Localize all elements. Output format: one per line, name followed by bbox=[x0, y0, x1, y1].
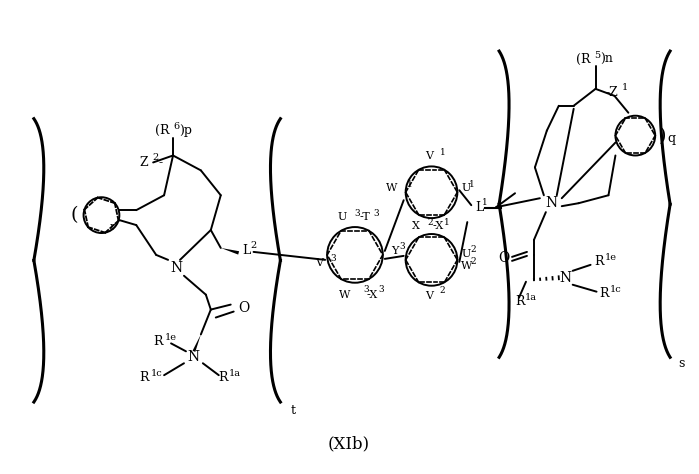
Text: 1: 1 bbox=[482, 198, 488, 207]
Text: -Z: -Z bbox=[605, 86, 618, 100]
Text: V: V bbox=[315, 258, 323, 268]
Text: R: R bbox=[140, 371, 149, 383]
Text: R: R bbox=[600, 287, 609, 300]
Text: 3: 3 bbox=[363, 285, 368, 294]
Polygon shape bbox=[192, 335, 201, 352]
Text: 1e: 1e bbox=[605, 254, 617, 263]
Text: q: q bbox=[667, 132, 675, 145]
Text: 1a: 1a bbox=[525, 293, 537, 302]
Text: -T: -T bbox=[360, 212, 370, 222]
Text: 3: 3 bbox=[354, 209, 359, 218]
Text: 1c: 1c bbox=[151, 369, 163, 378]
Text: U: U bbox=[338, 212, 347, 222]
Text: 2: 2 bbox=[152, 153, 159, 162]
Text: r: r bbox=[110, 222, 115, 232]
Text: 6: 6 bbox=[173, 122, 179, 131]
Text: R: R bbox=[154, 335, 163, 348]
Text: 3: 3 bbox=[379, 285, 384, 294]
Text: 1: 1 bbox=[621, 83, 628, 92]
Text: 2: 2 bbox=[250, 241, 257, 250]
Text: (XIb): (XIb) bbox=[328, 435, 370, 452]
Text: 3: 3 bbox=[330, 255, 336, 264]
Text: (R: (R bbox=[154, 124, 169, 137]
Text: (R: (R bbox=[576, 53, 591, 65]
Text: ): ) bbox=[658, 127, 665, 145]
Text: N: N bbox=[546, 196, 558, 210]
Text: O: O bbox=[238, 301, 250, 315]
Text: W: W bbox=[338, 290, 350, 300]
Text: N: N bbox=[170, 261, 182, 275]
Text: )n: )n bbox=[600, 53, 614, 65]
Text: Z: Z bbox=[140, 156, 148, 169]
Polygon shape bbox=[221, 248, 239, 255]
Text: 1: 1 bbox=[469, 180, 475, 189]
Text: -X: -X bbox=[367, 290, 378, 300]
Text: 1: 1 bbox=[445, 218, 450, 227]
Text: 1a: 1a bbox=[229, 369, 240, 378]
Text: 1e: 1e bbox=[165, 333, 177, 342]
Text: 1c: 1c bbox=[610, 285, 621, 294]
Text: )p: )p bbox=[179, 124, 192, 137]
Text: R: R bbox=[595, 255, 604, 268]
Text: 2: 2 bbox=[470, 257, 476, 266]
Text: 3: 3 bbox=[374, 209, 380, 218]
Text: N: N bbox=[560, 271, 572, 285]
Text: W: W bbox=[387, 183, 398, 193]
Text: 2: 2 bbox=[440, 286, 445, 295]
Text: N: N bbox=[188, 350, 200, 365]
Text: U: U bbox=[461, 183, 470, 193]
Text: 2: 2 bbox=[428, 218, 433, 227]
Text: O: O bbox=[498, 251, 509, 265]
Text: 5: 5 bbox=[595, 51, 600, 60]
Text: L: L bbox=[475, 201, 484, 214]
Text: V: V bbox=[426, 152, 433, 162]
Text: s: s bbox=[678, 357, 684, 370]
Text: W: W bbox=[461, 261, 473, 271]
Text: -: - bbox=[158, 156, 162, 169]
Text: X: X bbox=[412, 221, 419, 231]
Text: R: R bbox=[515, 295, 524, 308]
Text: 3: 3 bbox=[400, 242, 405, 251]
Text: Y: Y bbox=[391, 246, 398, 256]
Text: R: R bbox=[219, 371, 229, 383]
Text: 1: 1 bbox=[440, 148, 445, 157]
Text: 2: 2 bbox=[470, 246, 476, 255]
Text: L: L bbox=[243, 245, 251, 257]
Text: -X: -X bbox=[433, 221, 444, 231]
Text: V: V bbox=[426, 291, 433, 301]
Text: t: t bbox=[290, 404, 296, 417]
Text: U: U bbox=[461, 249, 470, 259]
Text: 1: 1 bbox=[407, 180, 412, 189]
Text: (: ( bbox=[71, 206, 78, 224]
